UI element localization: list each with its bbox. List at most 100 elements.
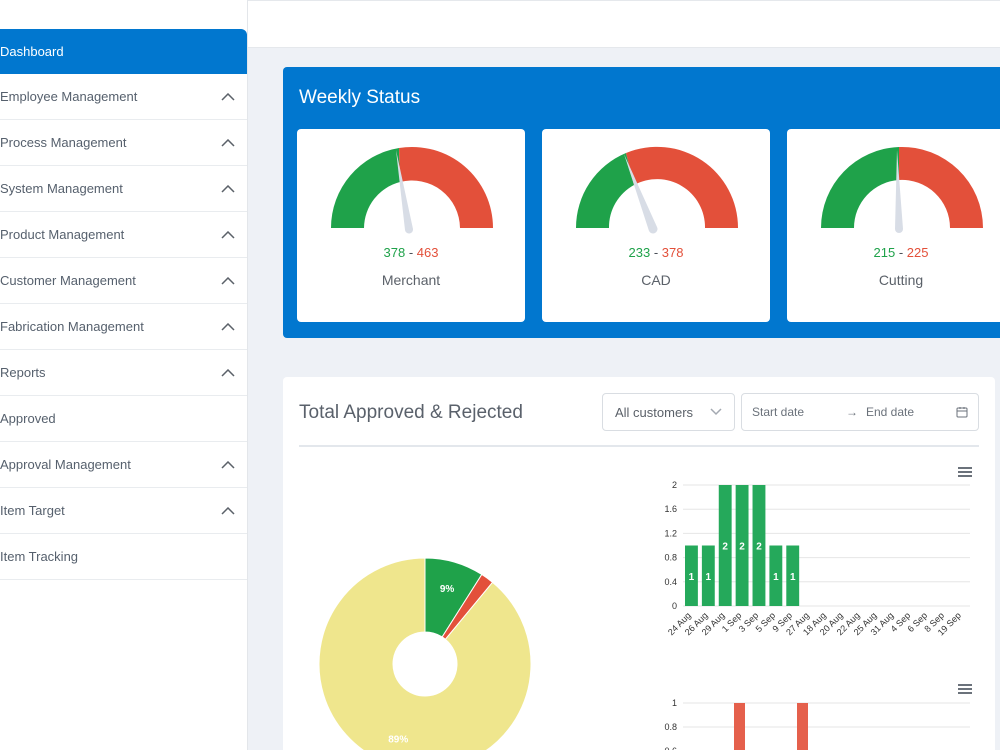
sidebar-item-item-tracking[interactable]: Item Tracking (0, 534, 247, 580)
y-tick-label: 1 (672, 698, 677, 708)
bar-data-label: 1 (773, 572, 779, 583)
sidebar-item-label: Item Tracking (0, 549, 79, 564)
weekly-status-title: Weekly Status (299, 87, 421, 108)
sidebar-item-reports[interactable]: Reports (0, 350, 247, 396)
bar-data-label: 1 (706, 572, 712, 583)
card-divider (299, 445, 979, 447)
end-date-input[interactable]: End date (866, 405, 915, 419)
sidebar-item-label: Approved (0, 411, 56, 426)
sidebar-item-label: Reports (0, 365, 46, 380)
bar[interactable] (685, 545, 698, 607)
gauge-label: Merchant (381, 272, 441, 288)
bar[interactable] (769, 545, 783, 607)
gauge-total: 225 (906, 245, 929, 260)
sidebar-item-employee-management[interactable]: Employee Management (0, 74, 247, 120)
gauge-label: CAD (641, 272, 671, 288)
sidebar-item-label: Employee Management (0, 89, 138, 104)
gauge-value: 233 (628, 245, 651, 260)
sidebar-item-label: Dashboard (0, 44, 64, 59)
sidebar-item-label: System Management (0, 181, 123, 196)
bar[interactable] (734, 703, 745, 750)
chevron-up-icon[interactable] (221, 322, 235, 331)
pie-slice[interactable] (319, 558, 531, 750)
chevron-up-icon[interactable] (221, 460, 235, 469)
sidebar-item-product-management[interactable]: Product Management (0, 212, 247, 258)
weekly-status-panel: Weekly Status 378 - 463 Merchant 233 - 3… (283, 67, 1000, 338)
cutting-values: 215 - 225 (787, 245, 1000, 260)
chevron-up-icon[interactable] (221, 138, 235, 147)
sidebar-item-item-target[interactable]: Item Target (0, 488, 247, 534)
sidebar-top-spacer (0, 0, 247, 29)
sidebar-item-label: Customer Management (0, 273, 136, 288)
sidebar-item-approved[interactable]: Approved (0, 396, 247, 442)
sidebar-nav: Dashboard Employee Management Process Mana… (0, 29, 247, 580)
y-tick-label: 0 (672, 601, 677, 611)
chart-menu-icon[interactable] (958, 467, 972, 477)
gauge-card-cutting: 215 - 225 Cutting (787, 129, 1000, 322)
approved-rejected-card: Total Approved & Rejected All customers … (283, 377, 995, 750)
approved-rejected-title: Total Approved & Rejected (299, 402, 523, 423)
merchant-gauge (330, 146, 493, 234)
y-tick-label: 0.6 (664, 746, 677, 750)
bar-data-label: 2 (739, 542, 745, 553)
gauge-value: 215 (873, 245, 896, 260)
chevron-up-icon[interactable] (221, 184, 235, 193)
range-arrow-icon: → (846, 405, 858, 419)
gauge-separator: - (653, 245, 659, 260)
sidebar-item-approval-management[interactable]: Approval Management (0, 442, 247, 488)
bar[interactable] (786, 545, 800, 607)
sidebar-item-label: Fabrication Management (0, 319, 144, 334)
pie-data-label: 89% (388, 734, 408, 745)
bar-data-label: 1 (790, 572, 796, 583)
sidebar-item-system-management[interactable]: System Management (0, 166, 247, 212)
y-tick-label: 0.8 (664, 722, 677, 732)
pie-data-label: 9% (440, 584, 455, 595)
date-range-picker[interactable]: Start date → End date (741, 393, 979, 431)
chart-menu-icon[interactable] (958, 684, 972, 694)
bar[interactable] (797, 703, 808, 750)
cad-values: 233 - 378 (542, 245, 770, 260)
chevron-down-icon (710, 408, 722, 416)
bar[interactable] (735, 485, 749, 606)
calendar-icon[interactable] (956, 406, 968, 418)
sidebar-item-label: Item Target (0, 503, 65, 518)
gauge-card-merchant: 378 - 463 Merchant (297, 129, 525, 322)
bar-data-label: 2 (756, 542, 762, 553)
customer-select-value: All customers (615, 404, 694, 420)
y-tick-label: 2 (672, 480, 677, 490)
sidebar-item-process-management[interactable]: Process Management (0, 120, 247, 166)
chevron-up-icon[interactable] (221, 92, 235, 101)
cad-gauge (575, 146, 739, 234)
sidebar-item-label: Approval Management (0, 457, 131, 472)
rejected-bar-chart: 0.6 0.8 1 (664, 698, 970, 750)
sidebar-item-customer-management[interactable]: Customer Management (0, 258, 247, 304)
y-tick-label: 1.6 (664, 504, 677, 514)
start-date-input[interactable]: Start date (752, 405, 805, 419)
chevron-up-icon[interactable] (221, 230, 235, 239)
sidebar-item-fabrication-management[interactable]: Fabrication Management (0, 304, 247, 350)
gauge-separator: - (408, 245, 414, 260)
bar[interactable] (718, 485, 732, 606)
sidebar: Dashboard Employee Management Process Mana… (0, 0, 248, 750)
sidebar-item-label: Product Management (0, 227, 125, 242)
chevron-up-icon[interactable] (221, 276, 235, 285)
gauge-total: 463 (416, 245, 439, 260)
y-tick-label: 1.2 (664, 528, 677, 538)
gauge-value: 378 (383, 245, 406, 260)
bar[interactable] (701, 545, 715, 607)
sidebar-item-dashboard[interactable]: Dashboard (0, 29, 247, 74)
gauge-total: 378 (661, 245, 684, 260)
gauge-label: Cutting (878, 272, 924, 288)
approved-pie-chart: 9% 89% (319, 558, 531, 750)
gauge-separator: - (898, 245, 904, 260)
merchant-values: 378 - 463 (297, 245, 525, 260)
y-tick-label: 0.8 (664, 553, 677, 563)
bar-data-label: 1 (689, 572, 695, 583)
y-tick-label: 0.4 (664, 577, 677, 587)
bar[interactable] (752, 485, 766, 606)
bar-data-label: 2 (722, 542, 728, 553)
chevron-up-icon[interactable] (221, 368, 235, 377)
cutting-gauge (821, 146, 983, 233)
customer-select[interactable]: All customers (602, 393, 735, 431)
chevron-up-icon[interactable] (221, 506, 235, 515)
